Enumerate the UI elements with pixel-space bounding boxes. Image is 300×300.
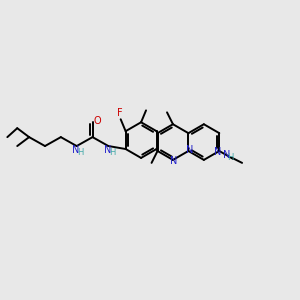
Text: H: H xyxy=(77,148,84,158)
Text: F: F xyxy=(117,108,122,118)
Text: H: H xyxy=(109,148,116,158)
Text: N: N xyxy=(72,145,80,155)
Text: O: O xyxy=(94,116,101,126)
Text: H: H xyxy=(227,153,233,162)
Text: N: N xyxy=(170,156,178,166)
Text: N: N xyxy=(186,145,193,155)
Text: N: N xyxy=(223,150,230,160)
Text: N: N xyxy=(104,145,111,155)
Text: N: N xyxy=(214,147,221,157)
